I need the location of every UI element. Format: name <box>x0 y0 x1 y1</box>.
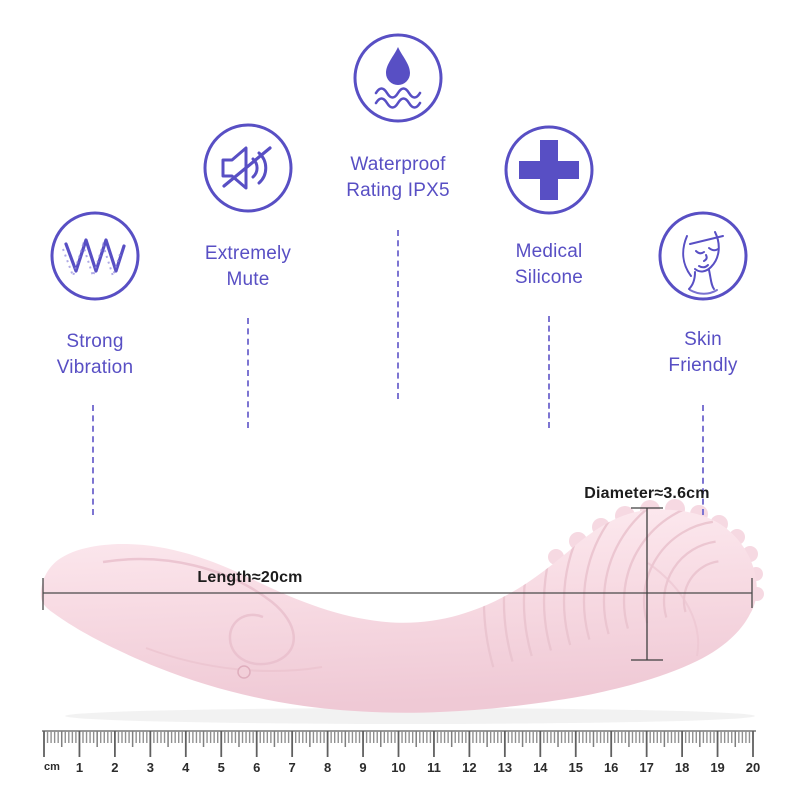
dashed-connector <box>247 318 249 428</box>
feature-label-line2: Mute <box>226 269 270 290</box>
ruler-number: 19 <box>710 760 724 775</box>
ruler-unit-label: cm <box>44 761 60 773</box>
feature-label-line1: Medical <box>515 241 583 262</box>
ruler-number: 3 <box>147 760 154 775</box>
ruler-number: 2 <box>111 760 118 775</box>
feature-label-line2: Silicone <box>514 267 584 288</box>
ruler-number: 4 <box>182 760 190 775</box>
medical-cross-icon <box>504 125 594 215</box>
muted-speaker-icon <box>203 123 293 213</box>
feature-label-line2: Rating IPX5 <box>346 180 450 201</box>
ruler-number: 10 <box>391 760 405 775</box>
dashed-connector <box>548 316 550 428</box>
ruler-number: 17 <box>639 760 653 775</box>
product-shadow <box>65 708 755 724</box>
diameter-measure-line <box>631 507 663 661</box>
ruler-number: 14 <box>533 760 548 775</box>
ruler-number: 13 <box>498 760 512 775</box>
vibration-wave-icon <box>50 211 140 301</box>
ruler-number: 18 <box>675 760 689 775</box>
ruler: 1 2 3 4 5 6 7 8 9 10 11 12 13 14 15 16 17 18 19 20cm <box>42 730 760 775</box>
ruler-number: 6 <box>253 760 260 775</box>
product-button <box>237 665 251 679</box>
product-handle-emboss <box>102 557 700 679</box>
diameter-label: Diameter≈3.6cm <box>584 485 710 502</box>
water-drop-icon <box>353 33 443 123</box>
ruler-number: 8 <box>324 760 331 775</box>
ruler-number: 16 <box>604 760 618 775</box>
feature-label-line1: Waterproof <box>350 154 446 175</box>
length-label: Length≈20cm <box>197 569 303 586</box>
ruler-number: 5 <box>218 760 225 775</box>
dashed-connector <box>92 405 94 515</box>
ruler-number: 1 <box>76 760 83 775</box>
feature-label-line1: Strong <box>66 331 124 352</box>
ruler-number: 9 <box>359 760 366 775</box>
female-face-icon <box>658 211 748 301</box>
feature-label-line2: Friendly <box>668 355 738 376</box>
ruler-number: 15 <box>569 760 583 775</box>
ruler-number: 12 <box>462 760 476 775</box>
ruler-number: 7 <box>289 760 296 775</box>
dashed-connector <box>702 405 704 515</box>
feature-label-line1: Skin <box>684 329 722 350</box>
dashed-connector <box>397 230 399 399</box>
length-measure-line <box>42 578 753 610</box>
feature-label-line2: Vibration <box>56 357 134 378</box>
ruler-number: 11 <box>427 760 441 775</box>
ruler-number: 20 <box>746 760 760 775</box>
feature-label-line1: Extremely <box>204 243 292 264</box>
